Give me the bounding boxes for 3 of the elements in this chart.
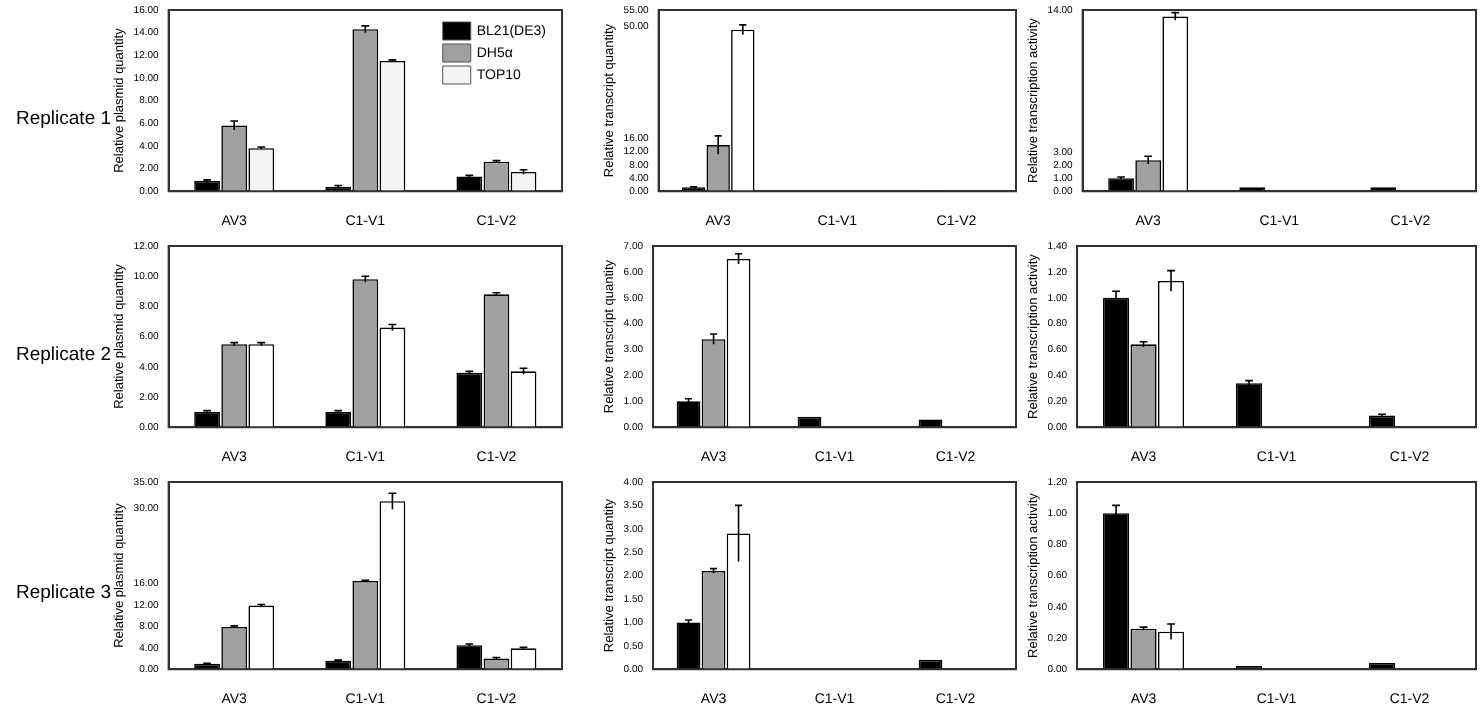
text: Replicate 3 [16,582,112,604]
text: Replicate 1 [16,107,112,129]
text: Replicate 2 [16,343,112,365]
